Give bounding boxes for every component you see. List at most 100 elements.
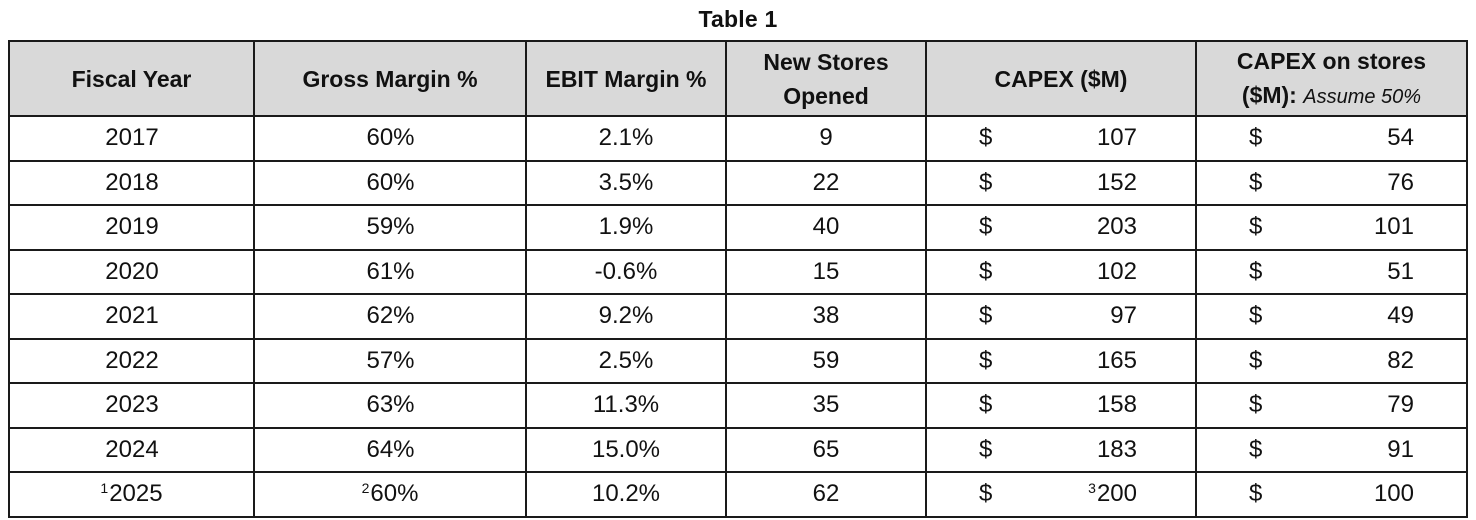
cell-capex-stores: $ 101 — [1195, 204, 1468, 251]
footnote-marker: 3 — [1088, 480, 1096, 497]
cell-gross-margin: 62% — [253, 293, 527, 340]
cell-capex-stores-value: 101 — [1373, 213, 1414, 241]
cell-gross-margin-value: 60% — [370, 480, 419, 508]
currency-symbol: $ — [1249, 302, 1263, 330]
currency-symbol: $ — [979, 346, 993, 374]
cell-capex-stores: $ 49 — [1195, 293, 1468, 340]
cell-ebit-margin: 10.2% — [525, 471, 727, 518]
cell-fiscal-year-value: 2019 — [105, 213, 159, 241]
cell-new-stores: 65 — [725, 426, 927, 473]
header-capex: CAPEX ($M) — [925, 40, 1197, 117]
cell-capex-value: 97 — [1110, 302, 1137, 330]
cell-new-stores: 38 — [725, 293, 927, 340]
cell-capex: $ 97 — [925, 293, 1197, 340]
table-row: 2018 60% 3.5% 22 $ 152 $ 76 — [8, 159, 1468, 206]
cell-gross-margin-value: 63% — [366, 391, 415, 419]
cell-capex-value: 3200 — [1088, 480, 1137, 508]
cell-fiscal-year: 2017 — [8, 115, 255, 162]
currency-symbol: $ — [1249, 124, 1263, 152]
table-header: Fiscal Year Gross Margin % EBIT Margin %… — [8, 40, 1468, 117]
table-row: 2019 59% 1.9% 40 $ 203 $ 101 — [8, 204, 1468, 251]
cell-fiscal-year: 2018 — [8, 159, 255, 206]
cell-gross-margin: 59% — [253, 204, 527, 251]
cell-fiscal-year-value: 2017 — [105, 124, 159, 152]
cell-fiscal-year: 2019 — [8, 204, 255, 251]
cell-capex: $ 102 — [925, 248, 1197, 295]
cell-capex-stores-value: 100 — [1373, 480, 1414, 508]
header-new-stores-line1: New Stores — [763, 48, 889, 75]
cell-capex-value: 152 — [1096, 168, 1137, 196]
table-row: 12025 260% 10.2% 62 $ 3200 $ 100 — [8, 471, 1468, 518]
cell-capex: $ 183 — [925, 426, 1197, 473]
cell-capex: $ 152 — [925, 159, 1197, 206]
cell-capex-stores-value: 76 — [1387, 168, 1414, 196]
cell-gross-margin-value: 64% — [366, 435, 415, 463]
header-new-stores: New Stores Opened — [725, 40, 927, 117]
cell-fiscal-year: 2021 — [8, 293, 255, 340]
cell-new-stores: 35 — [725, 382, 927, 429]
table-row: 2024 64% 15.0% 65 $ 183 $ 91 — [8, 426, 1468, 473]
cell-new-stores: 22 — [725, 159, 927, 206]
table-body: 2017 60% 2.1% 9 $ 107 $ 54 2018 60% 3.5%… — [8, 115, 1468, 518]
cell-capex-stores-value: 49 — [1387, 302, 1414, 330]
cell-capex-stores-value: 91 — [1387, 435, 1414, 463]
cell-capex-value: 183 — [1096, 435, 1137, 463]
cell-capex-value: 158 — [1096, 391, 1137, 419]
cell-fiscal-year-value: 2020 — [105, 257, 159, 285]
cell-ebit-margin: 3.5% — [525, 159, 727, 206]
currency-symbol: $ — [1249, 391, 1263, 419]
currency-symbol: $ — [979, 435, 993, 463]
table-row: 2017 60% 2.1% 9 $ 107 $ 54 — [8, 115, 1468, 162]
footnote-marker: 1 — [100, 480, 109, 497]
table-row: 2023 63% 11.3% 35 $ 158 $ 79 — [8, 382, 1468, 429]
cell-capex: $ 107 — [925, 115, 1197, 162]
currency-symbol: $ — [979, 302, 993, 330]
financial-table: Fiscal Year Gross Margin % EBIT Margin %… — [8, 40, 1468, 518]
cell-fiscal-year-value: 2021 — [105, 302, 159, 330]
cell-ebit-margin: 2.5% — [525, 337, 727, 384]
header-capex-stores-line1: CAPEX on stores — [1236, 47, 1427, 74]
cell-capex-stores: $ 54 — [1195, 115, 1468, 162]
cell-new-stores: 9 — [725, 115, 927, 162]
cell-capex-value: 165 — [1096, 346, 1137, 374]
cell-gross-margin: 61% — [253, 248, 527, 295]
cell-capex: $ 165 — [925, 337, 1197, 384]
cell-capex-value: 107 — [1096, 124, 1137, 152]
currency-symbol: $ — [1249, 346, 1263, 374]
cell-gross-margin: 57% — [253, 337, 527, 384]
header-capex-stores: CAPEX on stores ($M): Assume 50% — [1195, 40, 1468, 117]
currency-symbol: $ — [979, 124, 993, 152]
cell-new-stores: 62 — [725, 471, 927, 518]
cell-ebit-margin: 11.3% — [525, 382, 727, 429]
cell-gross-margin: 63% — [253, 382, 527, 429]
cell-gross-margin-value: 62% — [366, 302, 415, 330]
cell-ebit-margin: -0.6% — [525, 248, 727, 295]
cell-capex-stores-value: 51 — [1387, 257, 1414, 285]
cell-fiscal-year: 2023 — [8, 382, 255, 429]
cell-fiscal-year-value: 2018 — [105, 168, 159, 196]
table-row: 2020 61% -0.6% 15 $ 102 $ 51 — [8, 248, 1468, 295]
cell-gross-margin-value: 59% — [366, 213, 415, 241]
currency-symbol: $ — [1249, 435, 1263, 463]
cell-fiscal-year: 12025 — [8, 471, 255, 518]
cell-fiscal-year-value: 2025 — [109, 480, 163, 508]
cell-new-stores: 59 — [725, 337, 927, 384]
cell-ebit-margin: 1.9% — [525, 204, 727, 251]
cell-gross-margin-value: 60% — [366, 168, 415, 196]
cell-capex-stores-value: 82 — [1387, 346, 1414, 374]
cell-fiscal-year-value: 2022 — [105, 346, 159, 374]
cell-capex-stores: $ 91 — [1195, 426, 1468, 473]
footnote-marker: 2 — [361, 480, 370, 497]
currency-symbol: $ — [1249, 480, 1263, 508]
header-gross-margin: Gross Margin % — [253, 40, 527, 117]
cell-fiscal-year: 2020 — [8, 248, 255, 295]
cell-gross-margin: 60% — [253, 159, 527, 206]
header-capex-stores-note: Assume 50% — [1303, 85, 1422, 108]
cell-fiscal-year: 2024 — [8, 426, 255, 473]
cell-fiscal-year: 2022 — [8, 337, 255, 384]
cell-gross-margin-value: 61% — [366, 257, 415, 285]
currency-symbol: $ — [979, 213, 993, 241]
currency-symbol: $ — [1249, 213, 1263, 241]
cell-capex-stores: $ 51 — [1195, 248, 1468, 295]
currency-symbol: $ — [1249, 168, 1263, 196]
